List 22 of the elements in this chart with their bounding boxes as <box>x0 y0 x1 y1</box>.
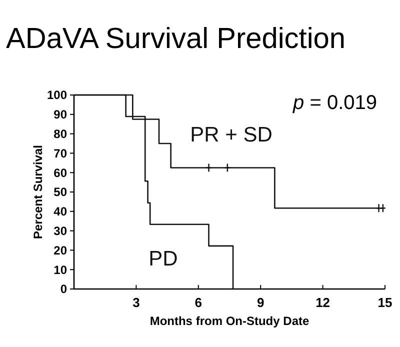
y-tick-label: 40 <box>54 204 68 219</box>
x-tick-label: 9 <box>256 295 264 310</box>
x-tick-label: 12 <box>316 295 330 310</box>
x-tick-label: 3 <box>132 295 140 310</box>
y-tick-label: 10 <box>54 262 68 277</box>
y-tick-label: 60 <box>54 166 68 180</box>
series-label: PR + SD <box>190 124 272 147</box>
y-axis-title: Percent Survival <box>31 144 45 240</box>
y-tick-label: 90 <box>54 108 68 122</box>
y-tick-label: 70 <box>54 146 68 160</box>
annotation: p = 0.019 <box>292 92 377 114</box>
y-tick-label: 100 <box>46 88 68 102</box>
y-tick-label: 20 <box>54 243 68 258</box>
chart-title: ADaVA Survival Prediction <box>6 23 346 55</box>
y-tick-label: 30 <box>54 224 68 238</box>
y-tick-label: 80 <box>54 127 68 141</box>
series-label: PD <box>148 248 178 271</box>
y-tick-label: 50 <box>54 185 68 200</box>
y-tick-label: 0 <box>60 282 68 296</box>
x-tick-label: 6 <box>194 295 202 310</box>
x-tick-label: 15 <box>378 295 392 310</box>
x-axis-title: Months from On-Study Date <box>150 314 310 328</box>
